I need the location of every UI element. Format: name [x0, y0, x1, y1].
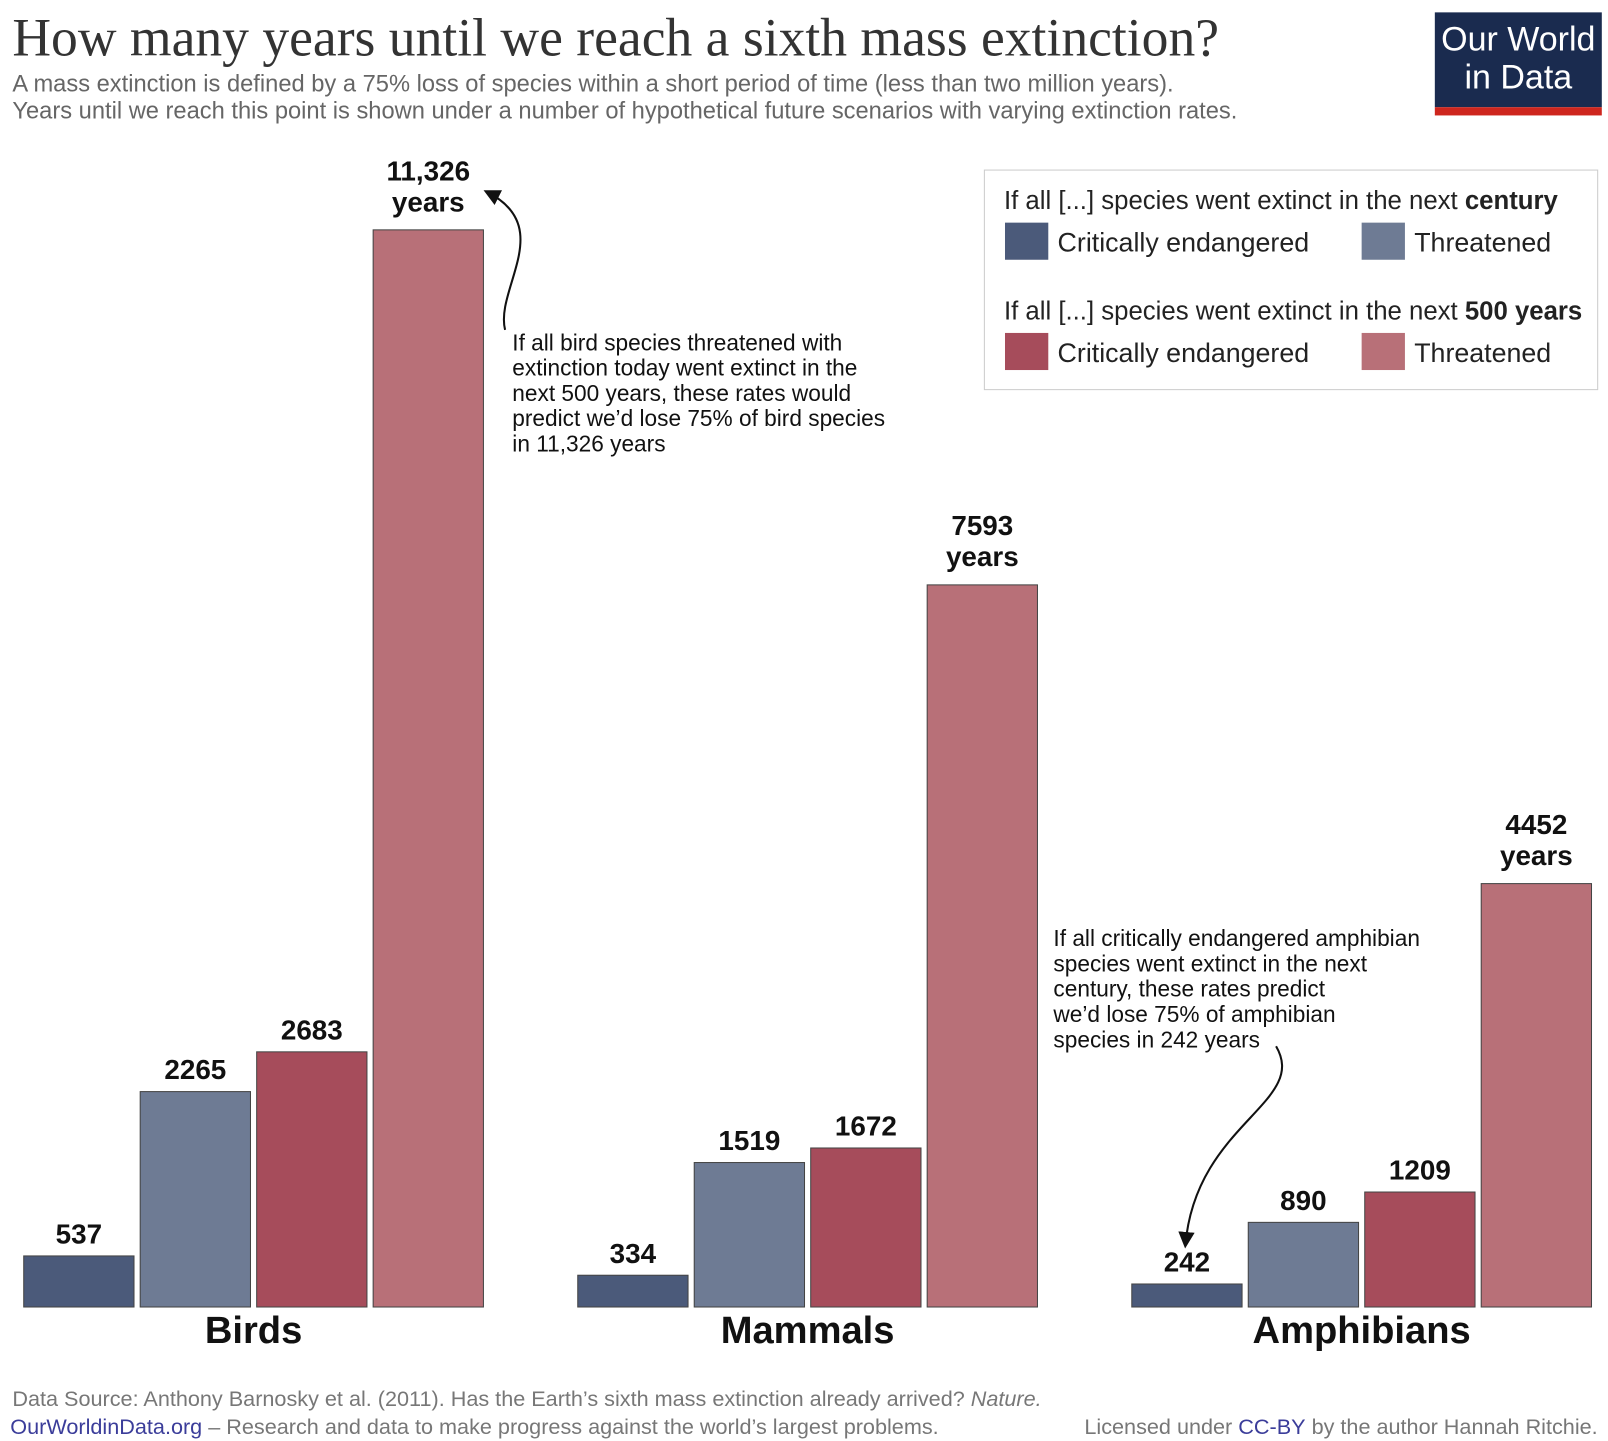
legend-label: Threatened — [1414, 338, 1551, 368]
annotation: extinction today went extinct in the — [512, 355, 857, 381]
value-label: 2683 — [281, 1014, 343, 1045]
value-label-box: 11,326 years — [386, 155, 471, 218]
site-link[interactable]: OurWorldinData.org — [10, 1414, 202, 1439]
category-label: Mammals — [721, 1309, 895, 1352]
legend-title: If all [...] species went extinct in the… — [1004, 187, 1559, 215]
bar — [139, 1091, 251, 1308]
value-label-box: 4452 years — [1499, 809, 1573, 872]
bar — [1364, 1191, 1476, 1308]
value-label: 334 — [610, 1238, 657, 1269]
category-label: Amphibians — [1253, 1309, 1471, 1352]
legend-title-text: If all [...] species went extinct in the… — [1004, 298, 1465, 326]
annotation: in 11,326 years — [512, 430, 665, 456]
subtitle: Years until we reach this point is shown… — [12, 99, 1237, 125]
bar — [1480, 883, 1593, 1308]
legend-title-bold: 500 years — [1465, 298, 1582, 326]
logo-bar — [1434, 107, 1602, 116]
legend-title-bold: century — [1465, 187, 1559, 215]
legend-label: Critically endangered — [1058, 338, 1310, 368]
value-label: 890 — [1280, 1185, 1326, 1216]
bar — [577, 1274, 689, 1308]
annotation: species went extinct in the next — [1053, 950, 1367, 976]
annotation-arrow — [1178, 1045, 1284, 1249]
bar — [23, 1255, 135, 1308]
license-text: Licensed under — [1084, 1414, 1238, 1439]
annotation: century, these rates predict — [1053, 976, 1325, 1002]
legend-title-text: If all [...] species went extinct in the… — [1004, 187, 1465, 215]
annotation: If all critically endangered amphibian — [1053, 925, 1419, 951]
value-label: 11,326 years — [386, 155, 471, 218]
value-label: 1672 — [835, 1111, 897, 1142]
license: Licensed under CC-BY by the author Hanna… — [1084, 1414, 1597, 1439]
bar — [1131, 1283, 1243, 1308]
bar — [372, 229, 484, 1308]
bar — [926, 584, 1038, 1308]
legend-label: Threatened — [1414, 228, 1551, 258]
legend-title: If all [...] species went extinct in the… — [1004, 298, 1582, 326]
source-italic: Nature. — [971, 1386, 1042, 1411]
value-label: 4452 years — [1499, 809, 1573, 872]
annotation: If all bird species threatened with — [512, 329, 842, 355]
logo-text: Our World — [1441, 21, 1595, 59]
annotation: predict we’d lose 75% of bird species — [512, 405, 885, 431]
source: Data Source: Anthony Barnosky et al. (20… — [12, 1386, 1041, 1411]
bar — [693, 1162, 806, 1308]
category-label: Birds — [205, 1309, 302, 1352]
value-label: 1209 — [1389, 1155, 1451, 1186]
author: by the author Hannah Ritchie. — [1306, 1414, 1598, 1439]
legend-label: Critically endangered — [1058, 228, 1310, 258]
annotation: species in 242 years — [1053, 1026, 1260, 1052]
value-label: 7593 years — [945, 510, 1019, 573]
value-label-box: 7593 years — [945, 510, 1019, 573]
legend-swatch — [1004, 222, 1049, 260]
value-label: 537 — [56, 1219, 102, 1250]
source-text: Data Source: Anthony Barnosky et al. (20… — [12, 1386, 970, 1411]
legend-swatch — [1361, 332, 1405, 371]
license-link[interactable]: CC-BY — [1238, 1414, 1305, 1439]
annotation: we’d lose 75% of amphibian — [1052, 1001, 1335, 1027]
bar — [810, 1147, 922, 1308]
bar — [256, 1051, 368, 1308]
bar — [1247, 1221, 1360, 1308]
chart-title: How many years until we reach a sixth ma… — [12, 8, 1219, 68]
annotation-arrow — [483, 190, 522, 331]
logo — [1434, 12, 1602, 108]
subtitle: A mass extinction is defined by a 75% lo… — [12, 72, 1173, 98]
value-label: 242 — [1164, 1247, 1210, 1278]
legend-swatch — [1361, 222, 1405, 260]
value-label: 1519 — [718, 1125, 780, 1156]
logo-text: in Data — [1464, 59, 1572, 97]
legend-swatch — [1004, 332, 1049, 371]
footer: OurWorldinData.org – Research and data t… — [10, 1414, 938, 1439]
legend-box — [983, 169, 1599, 391]
value-label: 2265 — [164, 1054, 226, 1085]
annotation: next 500 years, these rates would — [512, 380, 851, 406]
tagline: – Research and data to make progress aga… — [202, 1414, 938, 1439]
